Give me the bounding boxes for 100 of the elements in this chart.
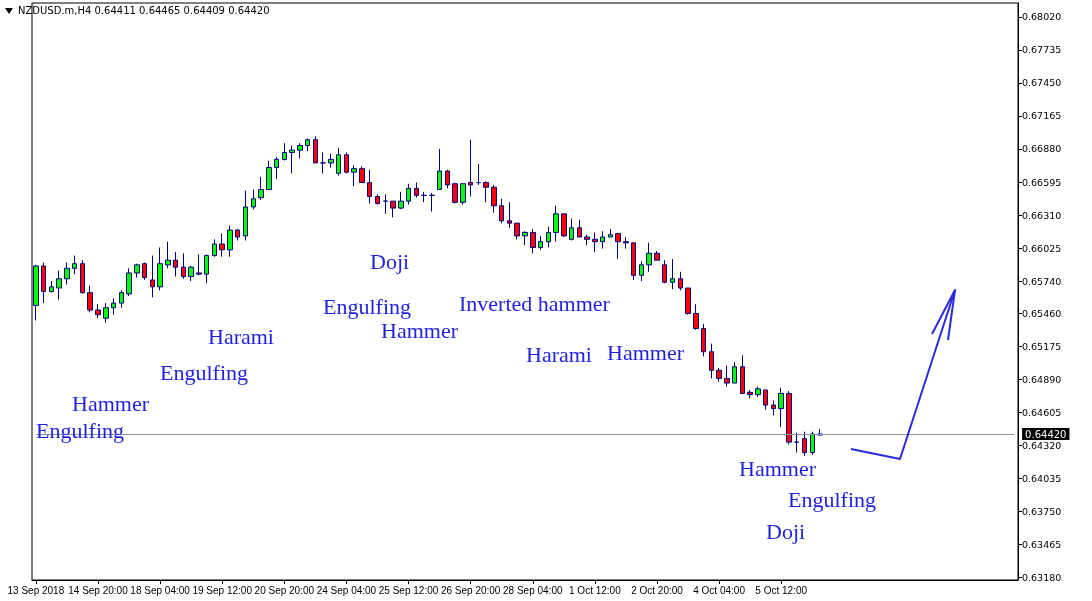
candlestick	[243, 190, 248, 242]
candlestick	[646, 242, 652, 273]
candlestick	[41, 262, 46, 304]
y-tick-label: 0.65175	[1022, 341, 1062, 353]
candlestick	[375, 193, 380, 206]
candlestick	[157, 246, 163, 291]
candlestick	[282, 142, 287, 162]
candlestick	[80, 259, 85, 295]
candlestick	[336, 147, 341, 177]
x-tick-label: 14 Sep 20:00	[68, 584, 129, 596]
y-tick-label: 0.65460	[1022, 308, 1062, 320]
candlestick	[344, 151, 349, 174]
annotation: Engulfing	[788, 487, 876, 512]
candlestick	[390, 200, 396, 218]
candlestick	[600, 230, 605, 250]
y-tick-label: 0.64890	[1022, 374, 1062, 386]
candlestick	[173, 251, 178, 277]
candlestick	[709, 343, 714, 379]
candlestick	[196, 253, 202, 276]
candlestick	[367, 169, 372, 204]
candlestick	[421, 191, 427, 203]
candlestick	[103, 302, 109, 324]
candlestick	[569, 218, 574, 242]
x-tick-label: 4 Oct 04:00	[693, 584, 746, 596]
candlestick	[251, 189, 256, 210]
candlestick	[584, 234, 590, 246]
y-tick-label: 0.63750	[1022, 506, 1062, 518]
candlestick	[522, 230, 528, 246]
candlestick	[786, 390, 792, 445]
candlestick	[235, 228, 240, 242]
x-tick-label: 1 Oct 12:00	[569, 584, 622, 596]
y-tick-label: 0.67735	[1022, 44, 1062, 56]
y-tick-label: 0.66880	[1022, 143, 1062, 155]
candlestick	[119, 289, 124, 309]
candlestick	[724, 365, 730, 388]
candlestick	[794, 432, 799, 454]
candlestick	[126, 267, 132, 297]
candlestick	[313, 135, 318, 164]
candlestick	[499, 198, 504, 224]
x-tick-label: 26 Sep 20:00	[440, 584, 501, 596]
annotation: Doji	[370, 249, 410, 274]
candlestick	[476, 163, 481, 186]
x-tick-label: 18 Sep 04:00	[130, 584, 191, 596]
candlestick	[507, 201, 512, 229]
y-tick-label: 0.64605	[1022, 407, 1062, 419]
candlestick	[72, 255, 77, 275]
y-tick-label: 0.67450	[1022, 77, 1062, 89]
x-tick-label: 24 Sep 04:00	[316, 584, 377, 596]
y-tick-label: 0.68020	[1022, 11, 1062, 23]
candlestick	[398, 191, 404, 210]
y-tick-label: 0.65740	[1022, 275, 1062, 287]
candlestick	[414, 182, 419, 199]
candlestick	[351, 164, 357, 187]
candlestick	[142, 262, 147, 281]
candlestick	[732, 361, 737, 384]
y-tick-label: 0.64320	[1022, 440, 1062, 452]
annotation: Hammer	[739, 456, 816, 481]
x-tick-label: 13 Sep 2018	[7, 584, 65, 596]
candlestick	[615, 233, 621, 260]
candlestick	[305, 138, 310, 152]
y-tick-label: 0.66595	[1022, 176, 1062, 188]
y-tick-label: 0.66025	[1022, 242, 1062, 254]
annotation: Hammer	[607, 340, 684, 365]
candlestick	[266, 160, 272, 191]
candlestick	[33, 264, 39, 321]
candlestick	[802, 431, 807, 457]
candlestick	[297, 142, 303, 159]
y-tick-label: 0.63180	[1022, 572, 1062, 584]
candlestick	[95, 303, 101, 319]
candlestick	[406, 183, 411, 206]
candlestick	[631, 242, 636, 281]
annotation: Hammer	[381, 318, 458, 343]
candlestick	[755, 386, 761, 398]
candlestick	[274, 156, 279, 180]
annotation: Engulfing	[323, 294, 411, 319]
candlestick	[49, 280, 54, 294]
candlestick	[747, 389, 753, 399]
candlestick	[654, 250, 660, 261]
candlestick	[181, 252, 186, 280]
candlestick	[289, 145, 295, 174]
x-tick-label: 2 Oct 20:00	[631, 584, 684, 596]
candlestick	[204, 253, 209, 284]
candlestick	[810, 431, 815, 456]
candlestick	[763, 389, 768, 411]
x-tick-label: 19 Sep 12:00	[192, 584, 253, 596]
candlestick	[716, 367, 722, 383]
x-tick-label: 5 Oct 12:00	[755, 584, 808, 596]
candlestick	[561, 213, 567, 238]
chart-title: NZDUSD.m,H4 0.64411 0.64465 0.64409 0.64420	[18, 5, 270, 16]
candlestick	[693, 303, 699, 331]
candlestick	[778, 387, 784, 428]
candlestick	[468, 139, 473, 197]
annotation: Harami	[208, 324, 274, 349]
candlestick	[771, 399, 776, 416]
candlestick	[429, 192, 435, 213]
candlestick	[530, 228, 536, 254]
candlestick	[452, 182, 458, 204]
annotation: Harami	[526, 342, 592, 367]
candlestick	[64, 262, 70, 286]
candlestick	[150, 255, 155, 298]
